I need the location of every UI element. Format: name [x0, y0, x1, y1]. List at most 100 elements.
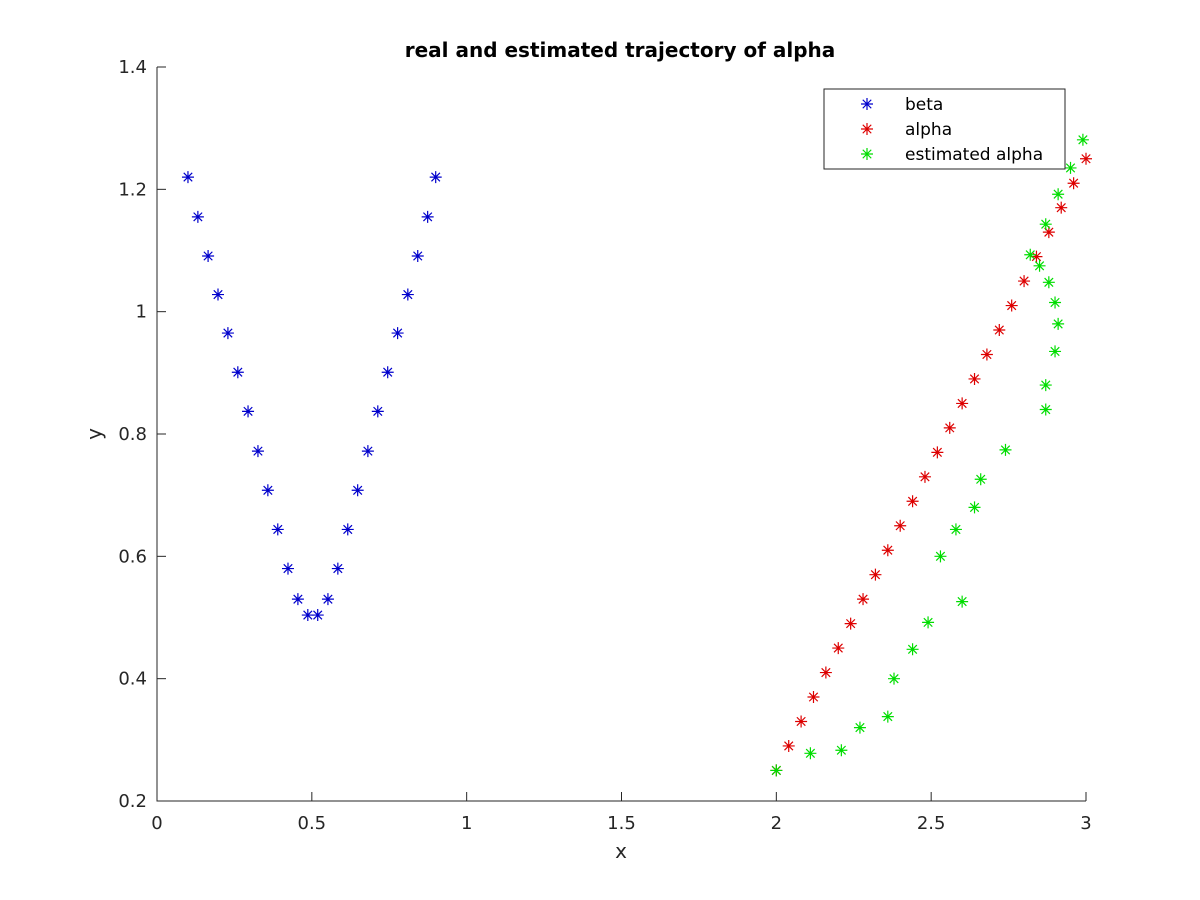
data-point: [770, 764, 783, 777]
data-point: [934, 550, 947, 563]
data-point: [191, 210, 204, 223]
data-point: [922, 616, 935, 629]
data-point: [1042, 226, 1055, 239]
y-tick-label: 0.4: [118, 669, 147, 690]
y-tick-label: 1.2: [118, 179, 147, 200]
data-point: [1049, 345, 1062, 358]
data-point: [906, 495, 919, 508]
data-point: [311, 609, 324, 622]
data-point: [881, 544, 894, 557]
data-point: [819, 666, 832, 679]
data-point: [1076, 133, 1089, 146]
data-point: [212, 288, 225, 301]
data-point: [251, 445, 264, 458]
axis-frame: [156, 67, 1086, 802]
data-point: [361, 445, 374, 458]
x-axis-label: x: [615, 839, 627, 863]
data-point: [943, 421, 956, 434]
data-point: [371, 405, 384, 418]
x-tick-label: 2.5: [917, 813, 946, 834]
data-point: [906, 643, 919, 656]
legend-label: alpha: [905, 120, 952, 140]
data-point: [321, 593, 334, 606]
data-point: [391, 327, 404, 340]
legend-marker: [861, 123, 873, 135]
x-tick-label: 0: [151, 813, 162, 834]
series-beta: [181, 171, 442, 622]
data-point: [291, 593, 304, 606]
y-tick-label: 1.4: [118, 57, 147, 78]
data-point: [999, 443, 1012, 456]
data-point: [1039, 403, 1052, 416]
data-point: [968, 501, 981, 514]
data-point: [271, 523, 284, 536]
legend-label: estimated alpha: [905, 145, 1043, 165]
data-point: [1067, 177, 1080, 190]
data-point: [853, 721, 866, 734]
data-point: [1033, 259, 1046, 272]
data-point: [231, 366, 244, 379]
data-point: [894, 519, 907, 532]
data-point: [1018, 275, 1031, 288]
data-point: [181, 171, 194, 184]
data-point: [782, 739, 795, 752]
legend-label: beta: [905, 95, 943, 115]
data-point: [931, 446, 944, 459]
x-tick-label: 2: [771, 813, 782, 834]
data-point: [993, 324, 1006, 337]
data-point: [411, 250, 424, 263]
data-point: [1080, 152, 1092, 165]
x-axis-ticks: 0 0.5 1 1.5 2 2.5 3: [151, 792, 1092, 834]
data-point: [807, 691, 820, 704]
y-axis-label: y: [82, 428, 106, 440]
data-point: [881, 710, 894, 723]
data-point: [381, 366, 394, 379]
series-alpha: [770, 152, 1092, 777]
data-point: [1039, 218, 1052, 231]
data-point: [956, 397, 969, 410]
y-tick-label: 0.8: [118, 424, 147, 445]
data-point: [795, 715, 808, 728]
y-tick-label: 1: [136, 302, 147, 323]
x-tick-label: 3: [1080, 813, 1091, 834]
data-point: [974, 473, 987, 486]
data-point: [1055, 201, 1068, 214]
data-point: [301, 609, 314, 622]
data-point: [331, 562, 344, 575]
x-tick-label: 1.5: [607, 813, 636, 834]
data-point: [242, 405, 255, 418]
y-axis-ticks: 0.2 0.4 0.6 0.8 1 1.2 1.4: [118, 57, 166, 812]
data-point: [869, 568, 882, 581]
data-point: [1064, 161, 1077, 174]
axes: [156, 67, 1086, 802]
data-point: [221, 327, 234, 340]
x-tick-label: 1: [461, 813, 472, 834]
data-point: [804, 747, 817, 760]
data-point: [1024, 248, 1037, 261]
plot-series: [181, 133, 1092, 777]
data-point: [341, 523, 354, 536]
data-point: [261, 484, 274, 497]
data-point: [1052, 188, 1065, 201]
y-tick-label: 0.6: [118, 546, 147, 567]
data-point: [888, 672, 901, 685]
data-point: [1049, 296, 1062, 309]
data-point: [956, 595, 969, 608]
data-point: [980, 348, 993, 361]
y-tick-label: 0.2: [118, 791, 147, 812]
chart-title: real and estimated trajectory of alpha: [405, 38, 836, 62]
data-point: [421, 210, 434, 223]
data-point: [281, 562, 294, 575]
legend: beta alpha estimated alpha: [823, 88, 1066, 170]
series-estimated-alpha: [770, 133, 1089, 777]
data-point: [968, 372, 981, 385]
data-point: [429, 171, 442, 184]
legend-marker: [861, 148, 873, 160]
legend-marker: [861, 98, 873, 110]
data-point: [401, 288, 414, 301]
data-point: [857, 593, 870, 606]
data-point: [844, 617, 857, 630]
data-point: [832, 642, 845, 655]
data-point: [835, 744, 848, 757]
